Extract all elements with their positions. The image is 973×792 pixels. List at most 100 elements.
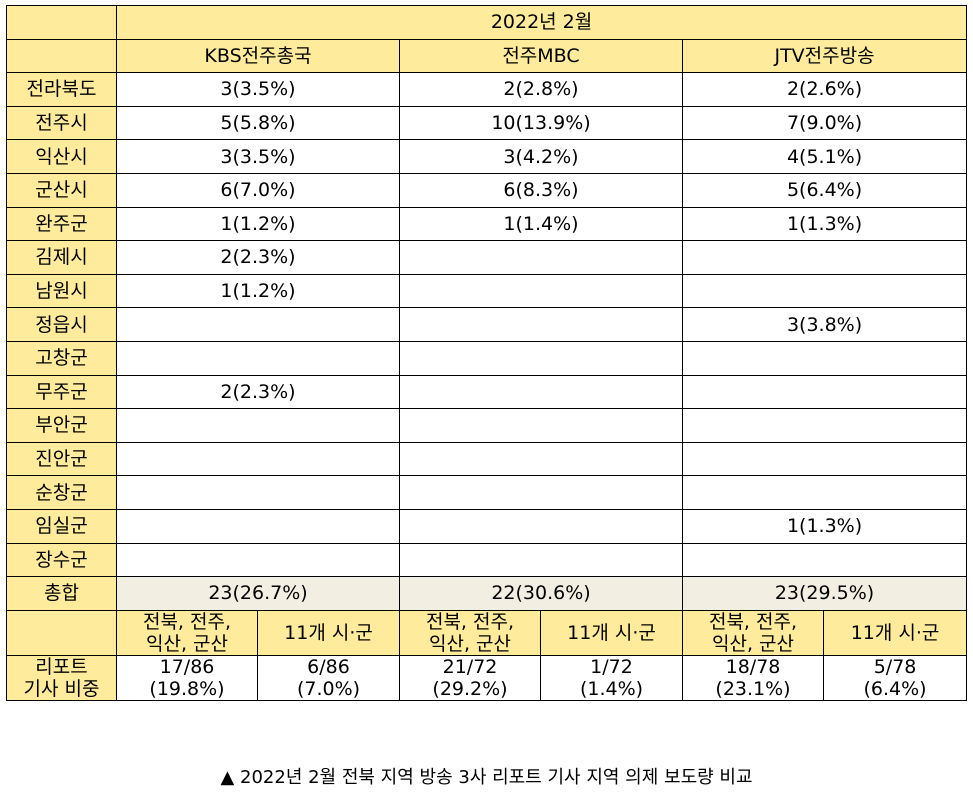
value-cell — [399, 508, 683, 544]
value-cell — [681, 475, 968, 510]
ratio-percent: (6.4%) — [863, 677, 927, 700]
region-label: 임실군 — [6, 508, 117, 544]
value-cell — [399, 273, 683, 309]
table-row: 임실군 1(1.3%) — [6, 508, 968, 544]
table-row: 부안군 — [6, 408, 968, 443]
table-row: 군산시 6(7.0%) 6(8.3%) 5(6.4%) — [6, 172, 968, 208]
value-cell — [681, 340, 968, 376]
value-cell: 2(2.6%) — [681, 72, 968, 107]
table-row: 김제시 2(2.3%) — [6, 240, 968, 275]
group-header-line: 익산, 군산 — [712, 632, 794, 655]
value-cell — [399, 374, 683, 410]
value-cell — [116, 441, 400, 477]
value-cell: 1(1.2%) — [116, 273, 400, 309]
value-cell — [681, 542, 968, 578]
group-header: 전북, 전주, 익산, 군산 — [682, 609, 824, 656]
ratio-cell: 1/72 (1.4%) — [540, 654, 683, 701]
ratio-percent: (1.4%) — [579, 677, 644, 700]
region-label: 장수군 — [6, 542, 117, 578]
header-row-broadcasters: KBS전주총국 전주MBC JTV전주방송 — [6, 38, 968, 74]
value-cell — [681, 441, 968, 477]
corner-cell — [6, 609, 117, 656]
ratio-percent: (19.8%) — [149, 677, 225, 700]
value-cell — [399, 475, 683, 510]
ratio-cell: 17/86 (19.8%) — [116, 654, 258, 701]
ratio-cell: 21/72 (29.2%) — [399, 654, 541, 701]
header-row-period: 2022년 2월 — [6, 5, 968, 40]
group-header-line: 익산, 군산 — [146, 632, 228, 655]
value-cell — [399, 542, 683, 578]
ratio-count: 17/86 — [159, 655, 215, 678]
ratio-count: 1/72 — [590, 655, 633, 678]
value-cell — [681, 408, 968, 443]
value-cell: 2(2.8%) — [399, 72, 683, 107]
value-cell: 5(6.4%) — [681, 172, 968, 208]
region-label: 순창군 — [6, 475, 117, 510]
value-cell — [399, 408, 683, 443]
value-cell: 6(8.3%) — [399, 172, 683, 208]
region-label: 정읍시 — [6, 307, 117, 342]
region-label: 진안군 — [6, 441, 117, 477]
period-header: 2022년 2월 — [115, 5, 968, 40]
group-header-line: 전북, 전주, — [708, 610, 798, 633]
value-cell: 3(4.2%) — [399, 139, 683, 174]
table-row: 무주군 2(2.3%) — [6, 374, 968, 410]
value-cell: 5(5.8%) — [116, 105, 400, 141]
value-cell: 1(1.2%) — [116, 206, 400, 242]
region-label: 완주군 — [6, 206, 117, 242]
value-cell — [681, 240, 968, 275]
ratio-count: 18/78 — [725, 655, 781, 678]
value-cell: 7(9.0%) — [681, 105, 968, 141]
ratio-count: 6/86 — [307, 655, 350, 678]
table-row: 정읍시 3(3.8%) — [6, 307, 968, 342]
table-row: 전라북도 3(3.5%) 2(2.8%) 2(2.6%) — [6, 72, 968, 107]
group-header: 전북, 전주, 익산, 군산 — [399, 609, 541, 656]
table-row: 남원시 1(1.2%) — [6, 273, 968, 309]
value-cell — [116, 508, 400, 544]
region-label: 익산시 — [6, 139, 117, 174]
ratio-cell: 6/86 (7.0%) — [257, 654, 400, 701]
ratio-label: 리포트 기사 비중 — [6, 654, 117, 701]
region-label: 김제시 — [6, 240, 117, 275]
table-row: 진안군 — [6, 441, 968, 477]
group-header-line: 전북, 전주, — [142, 610, 232, 633]
ratio-percent: (7.0%) — [296, 677, 361, 700]
ratio-header-row: 전북, 전주, 익산, 군산 11개 시·군 전북, 전주, 익산, 군산 11개 시·군… — [6, 609, 968, 656]
ratio-label-line: 기사 비중 — [23, 677, 100, 700]
value-cell: 2(2.3%) — [116, 374, 400, 410]
value-cell: 3(3.8%) — [681, 307, 968, 342]
value-cell: 1(1.4%) — [399, 206, 683, 242]
value-cell — [399, 240, 683, 275]
group-header: 전북, 전주, 익산, 군산 — [116, 609, 258, 656]
ratio-count: 21/72 — [442, 655, 498, 678]
table-row: 장수군 — [6, 542, 968, 578]
region-label: 군산시 — [6, 172, 117, 208]
corner-cell — [6, 38, 117, 74]
value-cell — [681, 273, 968, 309]
table-row: 순창군 — [6, 475, 968, 510]
ratio-cell: 5/78 (6.4%) — [822, 654, 968, 701]
total-cell: 23(29.5%) — [681, 576, 968, 611]
broadcaster-header: JTV전주방송 — [681, 38, 968, 74]
value-cell: 4(5.1%) — [681, 139, 968, 174]
total-cell: 22(30.6%) — [399, 576, 683, 611]
total-cell: 23(26.7%) — [116, 576, 400, 611]
value-cell — [116, 340, 400, 376]
coverage-table: 2022년 2월 KBS전주총국 전주MBC JTV전주방송 전라북도 3(3.5… — [6, 5, 968, 701]
value-cell: 1(1.3%) — [681, 206, 968, 242]
value-cell — [116, 475, 400, 510]
rest-header: 11개 시·군 — [257, 609, 400, 656]
total-label: 총합 — [6, 576, 117, 611]
group-header-line: 익산, 군산 — [429, 632, 511, 655]
value-cell: 6(7.0%) — [116, 172, 400, 208]
value-cell: 1(1.3%) — [681, 508, 968, 544]
region-label: 전라북도 — [6, 72, 117, 107]
broadcaster-header: 전주MBC — [399, 38, 683, 74]
region-label: 무주군 — [6, 374, 117, 410]
total-row: 총합 23(26.7%) 22(30.6%) 23(29.5%) — [6, 576, 968, 611]
ratio-count: 5/78 — [873, 655, 917, 678]
ratio-row: 리포트 기사 비중 17/86 (19.8%) 6/86 (7.0%) 21/72 (29.2… — [6, 654, 968, 701]
rest-header: 11개 시·군 — [822, 609, 968, 656]
table-row: 익산시 3(3.5%) 3(4.2%) 4(5.1%) — [6, 139, 968, 174]
value-cell — [116, 307, 400, 342]
